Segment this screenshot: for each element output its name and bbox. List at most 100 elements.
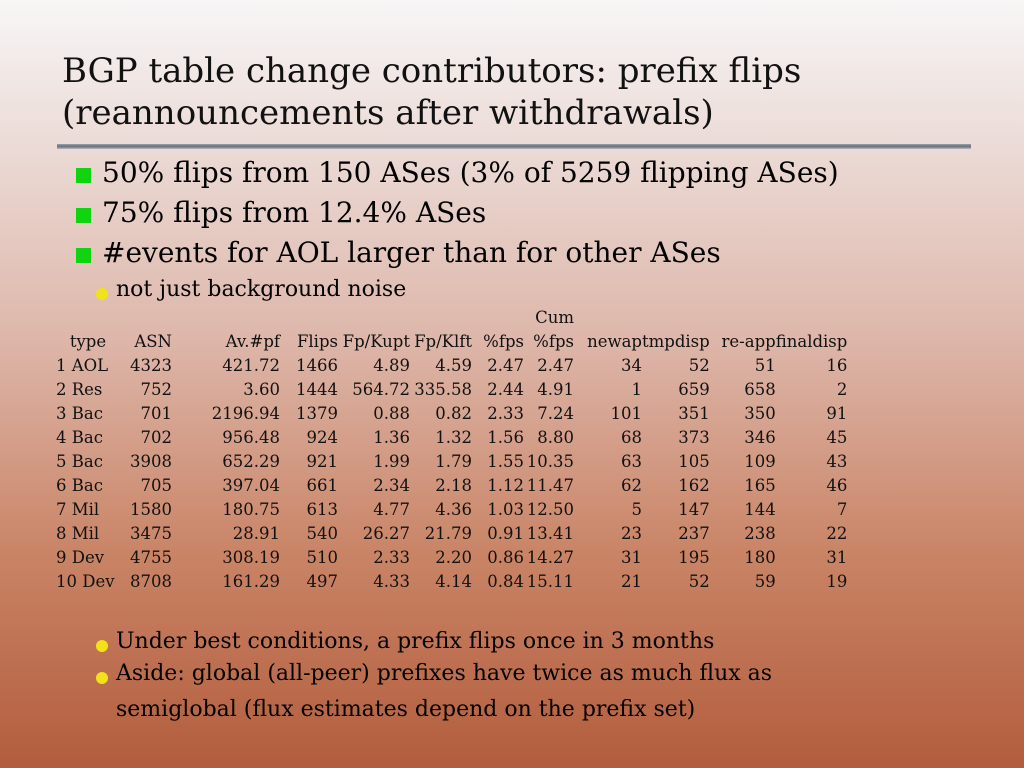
table-cell: 956.48: [222, 428, 280, 447]
table-cell: 2.47: [537, 356, 574, 375]
bullet-text: 50% flips from 150 ASes (3% of 5259 flip…: [102, 156, 839, 189]
table-cell: 2 Res: [56, 380, 103, 399]
table-row: 1 AOL 4323 421.72 1466 4.89 4.59 2.47 2.47 34 52 5…: [52, 354, 847, 378]
slide-title-line-1: BGP table change contributors: prefix fl…: [62, 51, 802, 91]
table-row: 7 Mil 1580 180.75 613 4.77 4.36 1.03 12.50 5 147 1…: [52, 498, 847, 522]
table-cell: 0.82: [435, 404, 472, 423]
table-cell: 705: [140, 476, 173, 495]
table-row: 5 Bac 3908 652.29 921 1.99 1.79 1.55 10.35 63 105…: [52, 450, 847, 474]
table-cell: 1444: [296, 380, 338, 399]
table-cell: 540: [306, 524, 339, 543]
table-cell: 1.56: [487, 428, 524, 447]
table-cell: 3.60: [243, 380, 280, 399]
table-cell: 702: [140, 428, 173, 447]
table-cell: 7: [836, 500, 848, 519]
table-cell: 0.86: [487, 548, 524, 567]
bullet-text: #events for AOL larger than for other AS…: [102, 236, 721, 269]
table-cell: 238: [744, 524, 776, 543]
table-cell: 2.34: [373, 476, 410, 495]
table-cell: 397.04: [222, 476, 280, 495]
column-header: newap: [587, 332, 642, 351]
table-cell: 62: [621, 476, 642, 495]
table-cell: 924: [306, 428, 339, 447]
table-cell: 4755: [130, 548, 172, 567]
table-cell: 45: [826, 428, 848, 447]
table-cell: 12.50: [526, 500, 574, 519]
table-cell: 52: [688, 572, 710, 591]
yellow-dot-bullet-icon: [96, 288, 108, 300]
table-cell: 3475: [130, 524, 172, 543]
table-cell: 180.75: [222, 500, 280, 519]
table-cell: 752: [140, 380, 173, 399]
sub-bullet-list-bottom: Under best conditions, a prefix flips on…: [94, 626, 772, 730]
table-cell: 497: [306, 572, 339, 591]
table-cell: 0.84: [487, 572, 524, 591]
table-cell: 2.47: [487, 356, 524, 375]
sub-bullet-item: Under best conditions, a prefix flips on…: [94, 626, 772, 658]
table-cell: 31: [826, 548, 848, 567]
table-row: 6 Bac 705 397.04 661 2.34 2.18 1.12 11.47 62 162 1…: [52, 474, 847, 498]
table-cell: 1.55: [487, 452, 524, 471]
table-cell: 4.33: [373, 572, 410, 591]
table-cell: 195: [678, 548, 710, 567]
table-cell: 1.03: [487, 500, 524, 519]
green-square-bullet-icon: [76, 208, 91, 223]
green-square-bullet-icon: [76, 248, 91, 263]
table-cell: 4.77: [373, 500, 410, 519]
table-cell: 921: [306, 452, 339, 471]
table-cell: 346: [744, 428, 776, 447]
table-cell: 63: [621, 452, 642, 471]
table-cell: 2.18: [435, 476, 472, 495]
table-cell: 109: [744, 452, 776, 471]
table-cell: 9 Dev: [56, 548, 105, 567]
column-header: Flips: [296, 332, 338, 351]
table-cell: 4323: [130, 356, 172, 375]
table-cell: 510: [306, 548, 339, 567]
flips-table: Cum type ASN Av.#pf Flips Fp/Kupt Fp/Klf…: [52, 306, 847, 594]
bullet-item: 75% flips from 12.4% ASes: [76, 193, 839, 233]
slide-title: BGP table change contributors: prefix fl…: [62, 50, 962, 134]
table-cell: 8708: [130, 572, 172, 591]
table-cell: 421.72: [222, 356, 280, 375]
table-cell: 308.19: [222, 548, 280, 567]
table-cell: 43: [826, 452, 848, 471]
table-cell: 101: [610, 404, 643, 423]
table-cell: 1379: [296, 404, 338, 423]
table-cell: 59: [754, 572, 776, 591]
table-cell: 16: [826, 356, 848, 375]
table-cell: 2: [836, 380, 848, 399]
table-cell: 351: [678, 404, 710, 423]
table-cell: 3908: [130, 452, 172, 471]
table-cell: 91: [826, 404, 848, 423]
column-header: re-app: [721, 332, 776, 351]
table-cell: 7 Mil: [56, 500, 100, 519]
table-cell: 1.99: [373, 452, 410, 471]
sub-bullet-list-top: not just background noise: [94, 274, 406, 306]
table-cell: 4.59: [435, 356, 472, 375]
table-cell: 1.32: [435, 428, 472, 447]
bullet-text: 75% flips from 12.4% ASes: [102, 196, 487, 229]
table-cell: 652.29: [222, 452, 280, 471]
table-cell: 1.12: [487, 476, 524, 495]
table-cell: 10 Dev: [56, 572, 115, 591]
column-header: Av.#pf: [225, 332, 280, 351]
table-row: 10 Dev 8708 161.29 497 4.33 4.14 0.84 15.11 21 52…: [52, 570, 847, 594]
table-body: 1 AOL 4323 421.72 1466 4.89 4.59 2.47 2.47 34 52 5…: [52, 354, 847, 594]
sub-bullet-text: not just background noise: [116, 277, 407, 302]
yellow-dot-bullet-icon: [96, 640, 108, 652]
table-cell: 6 Bac: [56, 476, 103, 495]
table-cell: 2.44: [487, 380, 524, 399]
table-cell: 22: [826, 524, 848, 543]
bullet-item: 50% flips from 150 ASes (3% of 5259 flip…: [76, 153, 839, 193]
table-row: 8 Mil 3475 28.91 540 26.27 21.79 0.91 13.41 23 23…: [52, 522, 847, 546]
column-header: Fp/Kupt: [342, 332, 410, 351]
table-cell: 8.80: [537, 428, 574, 447]
table-cell: 28.91: [232, 524, 280, 543]
column-header: Fp/Klft: [414, 332, 472, 351]
sub-bullet-item: Aside: global (all-peer) prefixes have t…: [94, 658, 772, 690]
yellow-dot-bullet-icon: [96, 672, 108, 684]
table-cell: 0.88: [373, 404, 410, 423]
table-cell: 52: [688, 356, 710, 375]
table-cell: 1466: [296, 356, 338, 375]
table-cell: 180: [744, 548, 776, 567]
